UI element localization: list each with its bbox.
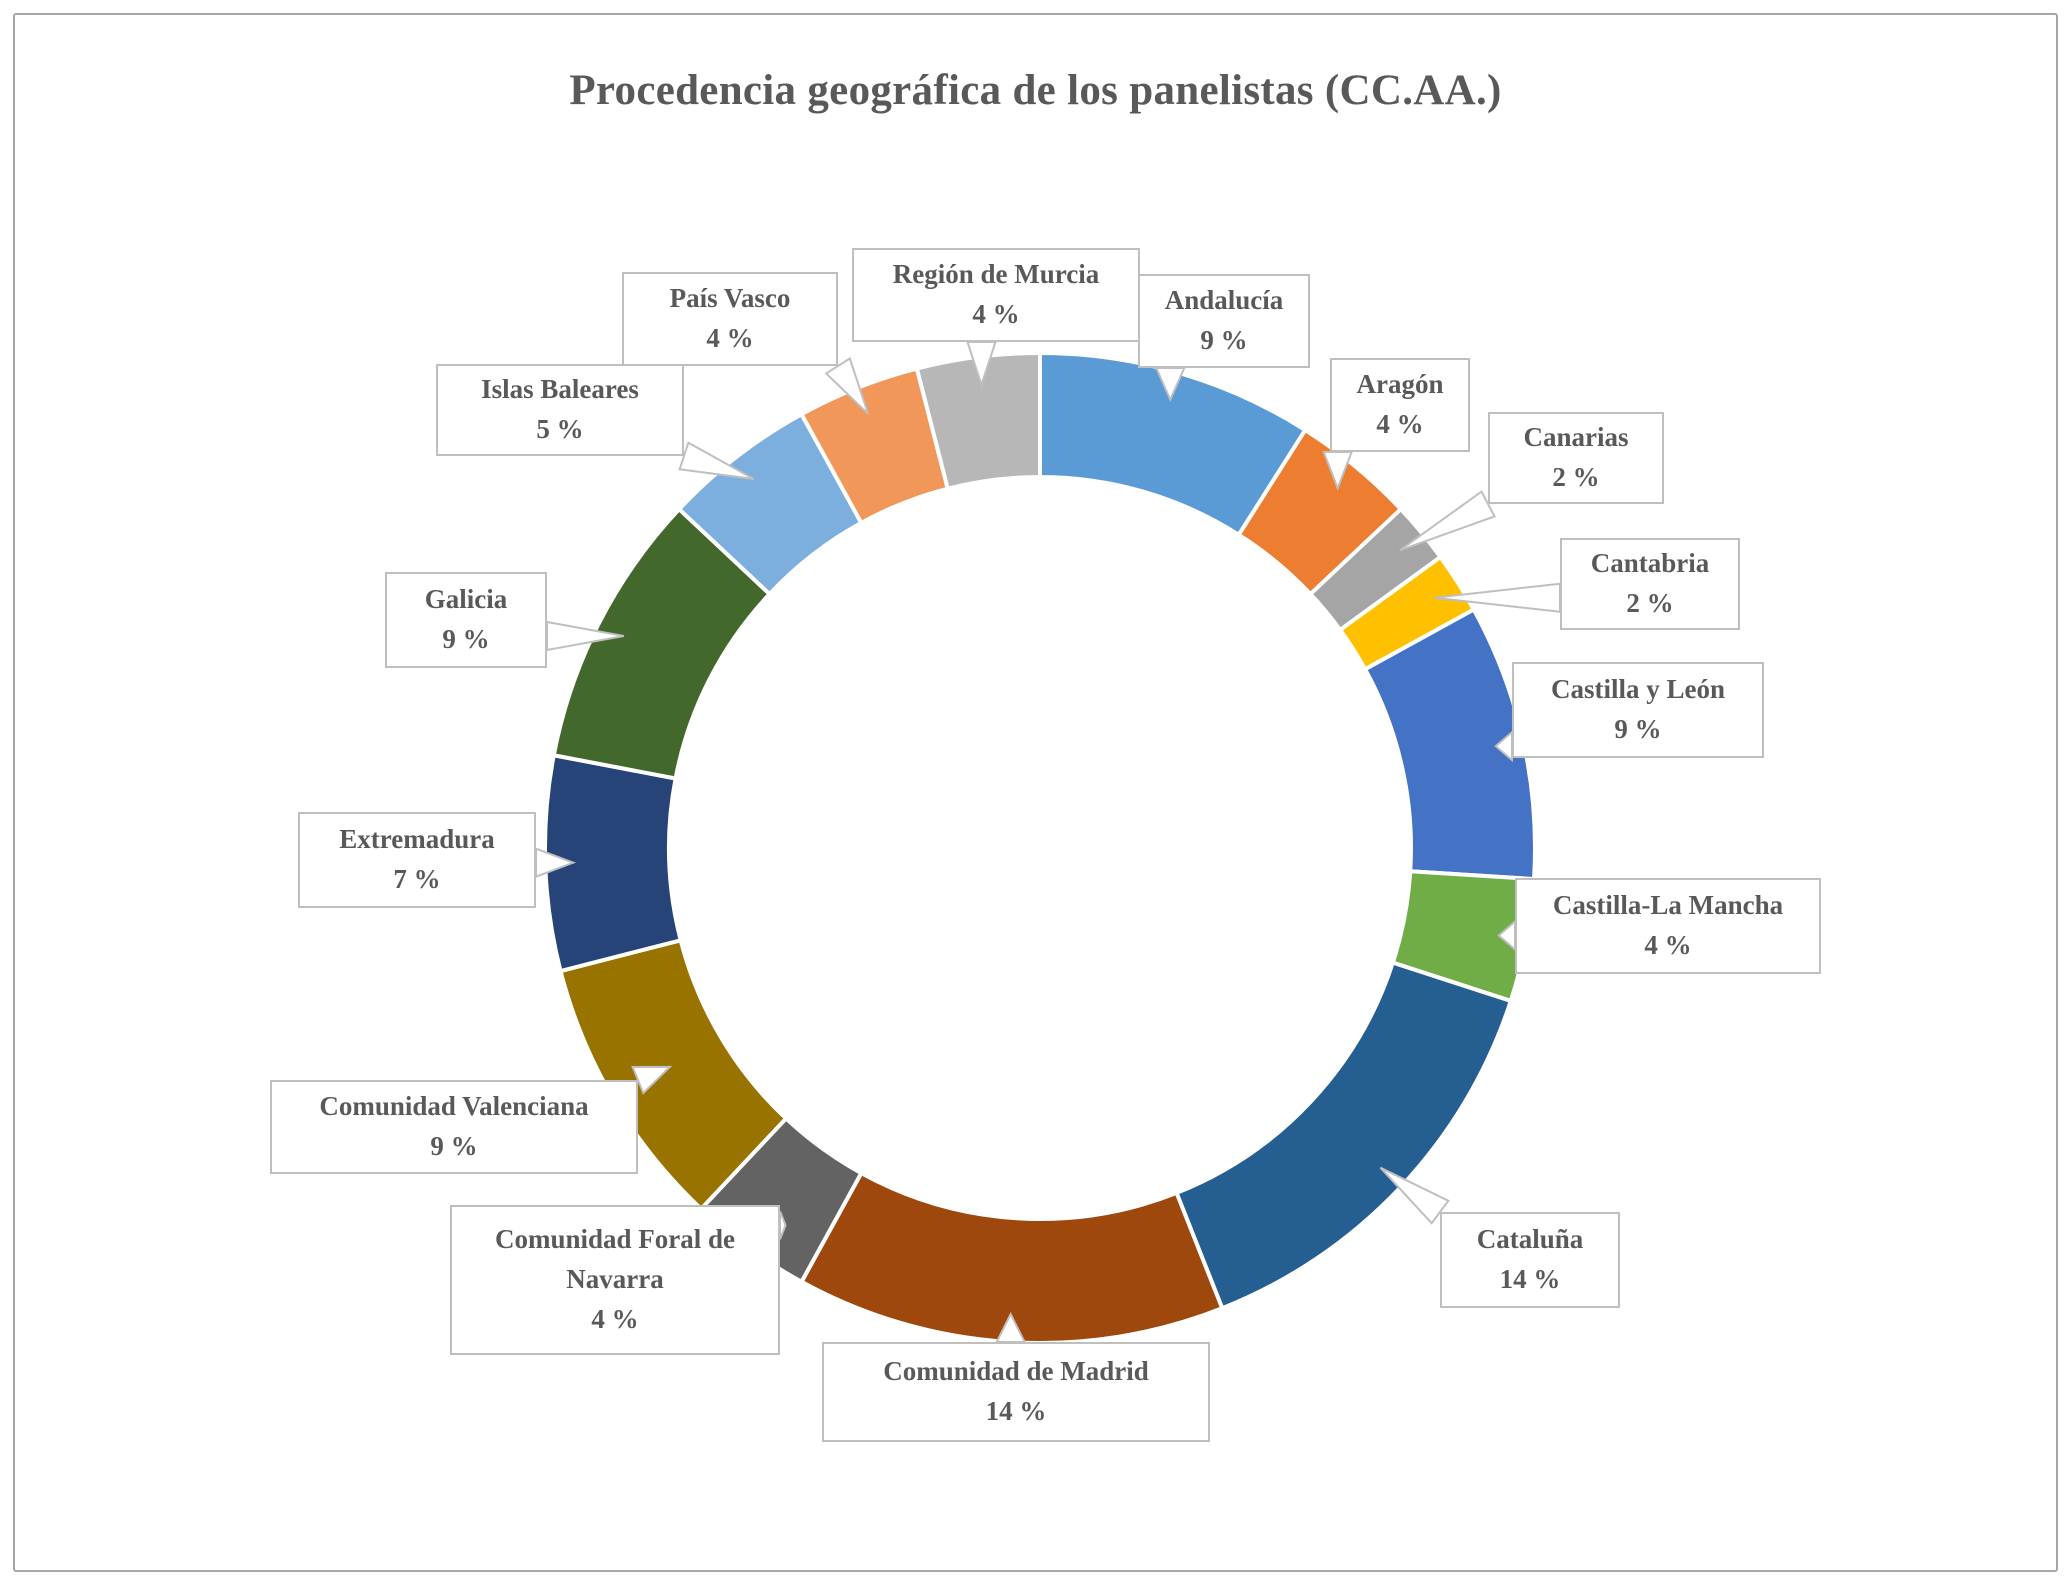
leader-line-islas-baleares: [678, 441, 755, 480]
leader-line-andalucia: [1154, 367, 1186, 403]
leader-line-galicia: [546, 620, 625, 652]
leader-line-comunidad-valenciana: [631, 1065, 673, 1095]
leader-line-comunidad-foral-de-navarra: [779, 1210, 787, 1240]
leader-line-region-de-murcia: [966, 341, 997, 388]
donut-segment-cataluna: [1173, 960, 1514, 1311]
leader-line-aragon: [1322, 451, 1354, 491]
leader-line-pais-vasco: [824, 357, 870, 415]
chart-title: Procedencia geográfica de los panelistas…: [569, 67, 1502, 114]
chart-outer-border: [13, 13, 2058, 1572]
donut-segment-region-de-murcia: [914, 350, 1042, 492]
leader-line-extremadura: [535, 847, 577, 879]
leader-line-canarias: [1399, 490, 1496, 552]
